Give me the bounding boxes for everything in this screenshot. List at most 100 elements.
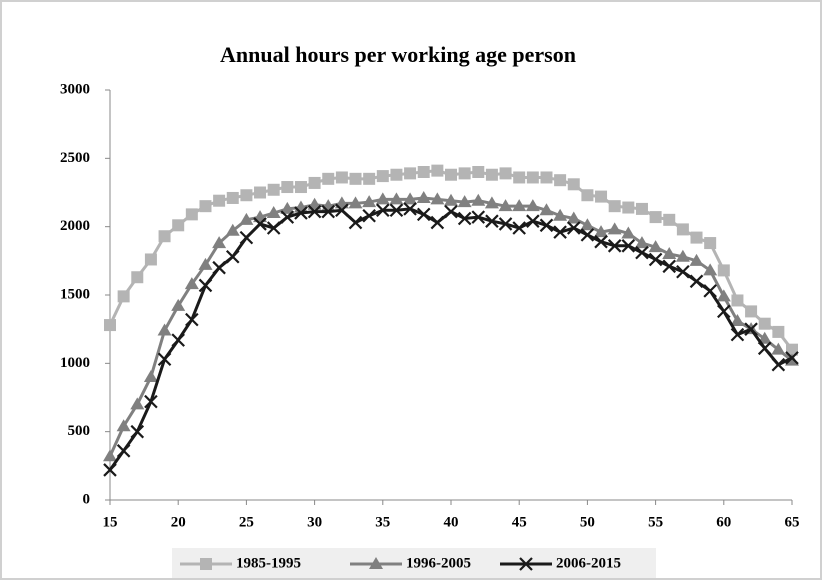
marker <box>634 236 649 249</box>
marker <box>348 196 363 209</box>
marker <box>539 203 554 216</box>
marker <box>472 166 485 178</box>
marker <box>199 200 212 213</box>
marker <box>281 181 294 194</box>
y-tick-label: 500 <box>68 423 91 439</box>
marker <box>689 274 704 289</box>
marker <box>757 331 772 344</box>
marker <box>363 172 376 185</box>
marker <box>471 193 486 206</box>
marker <box>430 192 445 205</box>
marker <box>716 289 731 302</box>
marker <box>621 226 636 239</box>
marker <box>444 193 458 206</box>
legend-label: 2006-2015 <box>556 555 621 571</box>
marker <box>431 164 444 177</box>
marker <box>171 333 185 347</box>
marker <box>239 212 254 225</box>
marker <box>772 325 785 338</box>
marker <box>130 397 145 410</box>
marker <box>580 218 595 231</box>
marker <box>403 202 417 216</box>
marker <box>225 249 240 264</box>
marker <box>308 176 321 189</box>
marker <box>745 305 758 318</box>
marker <box>675 249 690 262</box>
marker <box>103 449 117 462</box>
marker <box>786 343 798 356</box>
marker <box>185 312 199 327</box>
marker <box>648 252 663 267</box>
marker <box>254 186 267 199</box>
marker <box>200 558 212 570</box>
marker <box>662 259 677 274</box>
marker <box>580 228 595 242</box>
marker <box>362 195 377 208</box>
marker <box>239 230 254 245</box>
marker <box>321 204 336 219</box>
marker <box>622 201 635 214</box>
marker <box>198 278 213 293</box>
marker <box>389 203 404 218</box>
marker <box>595 190 608 203</box>
marker <box>499 167 512 180</box>
y-tick-label: 2000 <box>60 218 90 234</box>
marker <box>416 190 431 203</box>
marker <box>184 277 199 290</box>
marker <box>635 202 648 215</box>
marker <box>594 225 609 238</box>
marker <box>704 237 717 250</box>
marker <box>417 166 430 178</box>
marker <box>457 211 472 226</box>
marker <box>404 167 417 180</box>
x-tick-label: 45 <box>512 514 527 530</box>
marker <box>307 204 322 219</box>
marker <box>758 317 771 330</box>
marker <box>608 200 621 213</box>
marker <box>362 208 376 223</box>
marker <box>267 183 280 196</box>
marker <box>731 294 744 307</box>
marker <box>280 210 295 224</box>
x-tick-label: 55 <box>648 514 663 530</box>
marker <box>117 290 130 303</box>
y-tick-label: 0 <box>83 491 91 507</box>
marker <box>730 327 745 342</box>
marker <box>525 199 540 212</box>
marker <box>348 215 363 230</box>
marker <box>322 172 335 185</box>
marker <box>566 221 581 235</box>
marker <box>294 206 308 220</box>
marker <box>144 394 158 409</box>
x-tick-label: 60 <box>716 514 731 530</box>
x-tick-label: 50 <box>580 514 595 530</box>
marker <box>717 304 731 319</box>
marker <box>226 191 239 204</box>
marker <box>498 217 513 231</box>
marker <box>240 189 253 202</box>
marker <box>103 463 117 477</box>
marker <box>690 231 703 244</box>
marker <box>648 240 663 253</box>
marker <box>104 319 116 332</box>
marker <box>771 342 786 355</box>
marker <box>376 203 390 218</box>
marker <box>484 196 499 209</box>
y-tick-label: 1500 <box>60 286 90 302</box>
marker <box>266 221 281 235</box>
marker <box>676 223 689 236</box>
marker <box>457 195 472 208</box>
marker <box>266 206 281 218</box>
marker <box>130 424 145 439</box>
marker <box>172 219 185 232</box>
marker <box>621 239 636 253</box>
marker <box>131 271 144 284</box>
marker <box>185 208 198 221</box>
marker <box>526 214 540 228</box>
marker <box>662 247 677 259</box>
marker <box>157 323 172 336</box>
marker <box>581 189 594 202</box>
marker <box>390 168 403 181</box>
